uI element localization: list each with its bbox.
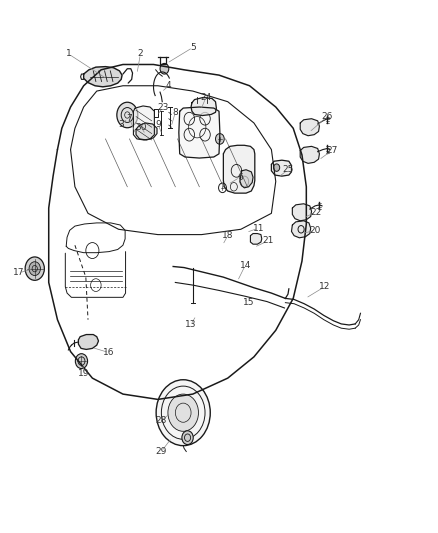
Circle shape bbox=[156, 379, 210, 446]
Polygon shape bbox=[240, 169, 253, 188]
Text: 18: 18 bbox=[222, 231, 233, 240]
Circle shape bbox=[29, 262, 40, 276]
Text: 14: 14 bbox=[240, 261, 251, 270]
Text: 3: 3 bbox=[118, 119, 124, 128]
Polygon shape bbox=[251, 233, 262, 244]
Text: 1: 1 bbox=[66, 50, 71, 58]
Text: 27: 27 bbox=[326, 146, 337, 155]
Circle shape bbox=[274, 164, 280, 171]
Circle shape bbox=[75, 354, 88, 368]
Text: 2: 2 bbox=[138, 50, 143, 58]
Polygon shape bbox=[78, 335, 99, 350]
Text: 30: 30 bbox=[135, 123, 147, 132]
Text: 26: 26 bbox=[321, 112, 333, 121]
Text: 12: 12 bbox=[319, 282, 330, 291]
Circle shape bbox=[160, 63, 169, 74]
Text: 11: 11 bbox=[253, 224, 264, 233]
Text: 17: 17 bbox=[13, 269, 25, 277]
Polygon shape bbox=[134, 106, 154, 140]
Text: 5: 5 bbox=[190, 43, 196, 52]
Polygon shape bbox=[291, 221, 311, 238]
Circle shape bbox=[215, 134, 224, 144]
Text: 29: 29 bbox=[155, 447, 167, 456]
Text: 9: 9 bbox=[155, 119, 161, 128]
Text: 7: 7 bbox=[127, 114, 132, 123]
Polygon shape bbox=[300, 147, 319, 164]
Circle shape bbox=[25, 257, 44, 280]
Text: 13: 13 bbox=[185, 320, 196, 329]
Text: 20: 20 bbox=[309, 226, 321, 235]
Text: 25: 25 bbox=[283, 165, 293, 174]
Text: 6: 6 bbox=[237, 173, 243, 182]
Polygon shape bbox=[191, 98, 216, 116]
Text: 19: 19 bbox=[78, 369, 89, 378]
Circle shape bbox=[117, 102, 138, 128]
Polygon shape bbox=[136, 123, 157, 140]
Polygon shape bbox=[223, 146, 255, 193]
Text: 4: 4 bbox=[166, 81, 172, 90]
Polygon shape bbox=[272, 160, 291, 176]
Circle shape bbox=[182, 431, 193, 445]
Text: 16: 16 bbox=[103, 348, 115, 357]
Text: 21: 21 bbox=[262, 237, 274, 246]
Circle shape bbox=[168, 394, 198, 431]
Polygon shape bbox=[292, 204, 311, 221]
Text: 24: 24 bbox=[200, 93, 212, 102]
Text: 23: 23 bbox=[157, 102, 169, 111]
Text: 15: 15 bbox=[243, 298, 254, 307]
Text: 28: 28 bbox=[155, 416, 167, 425]
Text: 22: 22 bbox=[310, 208, 321, 217]
Text: 8: 8 bbox=[173, 108, 178, 117]
Polygon shape bbox=[300, 119, 319, 136]
Polygon shape bbox=[84, 67, 122, 87]
Polygon shape bbox=[179, 107, 220, 158]
